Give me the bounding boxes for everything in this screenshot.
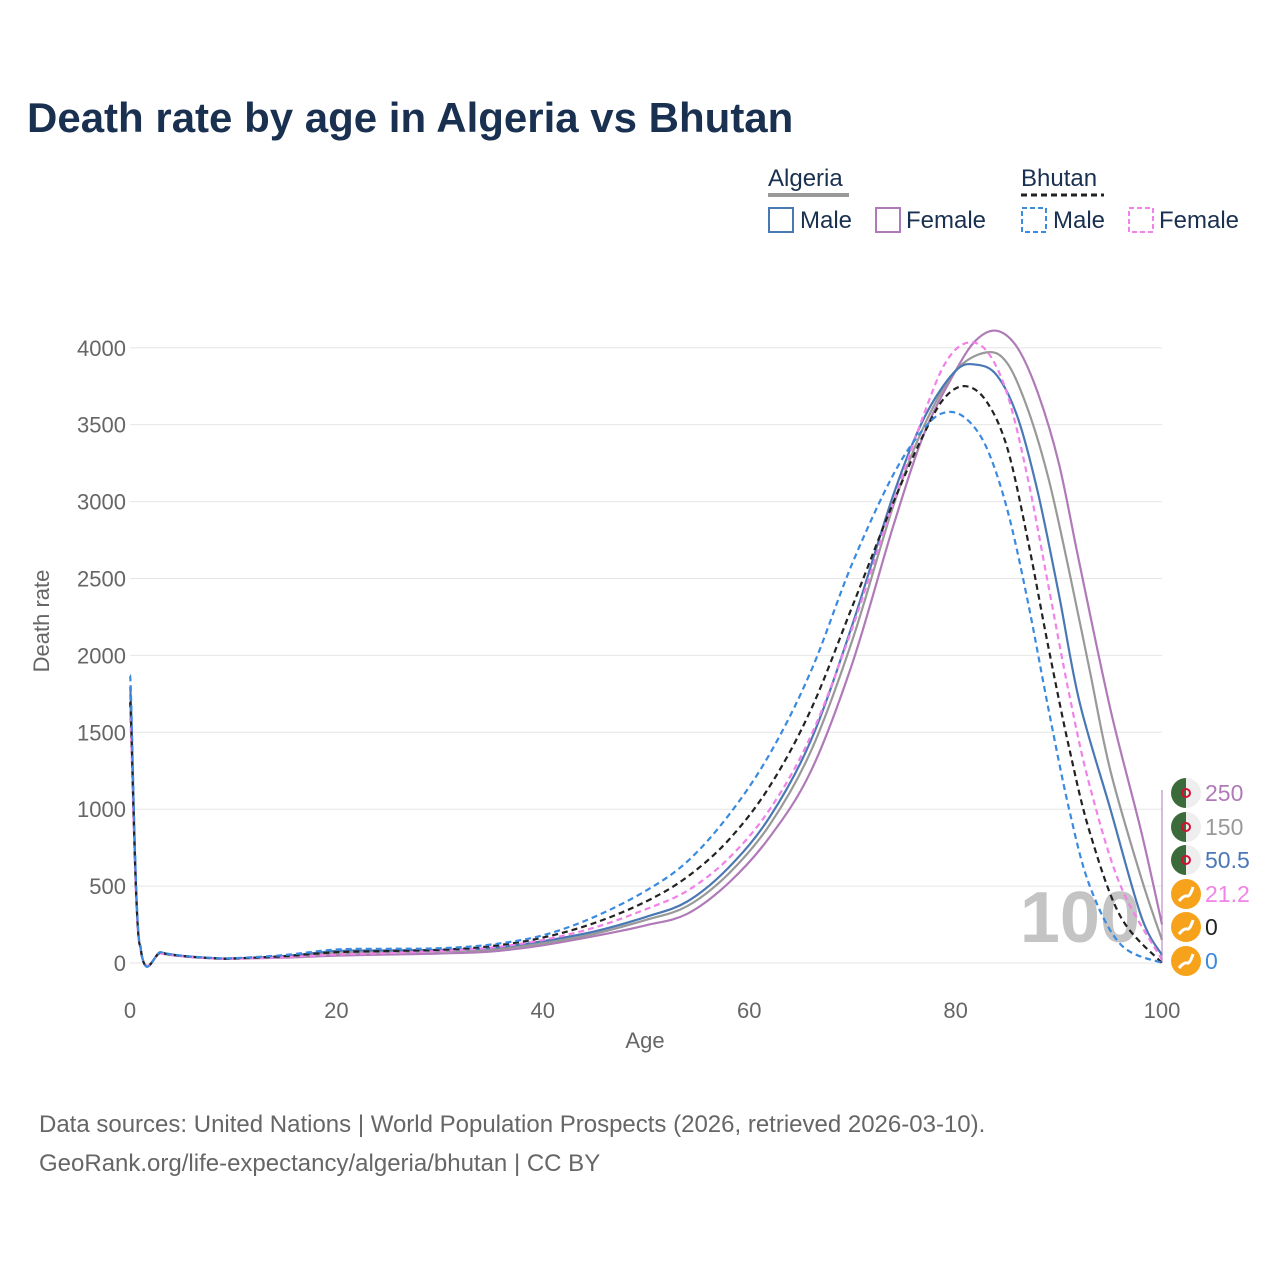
y-tick-label: 2500 [77,566,126,591]
end-label-bhutan-total: 0 [1171,912,1218,942]
algeria-flag-white [1186,812,1201,842]
y-tick-label: 1000 [77,797,126,822]
series-lines [128,329,1164,968]
x-axis-ticks: 0 20 40 60 80 100 [124,998,1180,1023]
series-line-algeria-total[interactable] [128,351,1164,968]
y-tick-label: 0 [114,951,126,976]
legend-group-title-algeria: Algeria [768,165,843,192]
legend-item-algeria-male[interactable]: Male [768,207,852,234]
algeria-flag-crescent [1181,788,1191,798]
x-tick-label: 100 [1144,998,1181,1023]
legend-swatch-bhutan-female [1128,207,1154,233]
legend-label-algeria-male: Male [800,207,852,234]
series-line-algeria-female[interactable] [128,329,1164,968]
y-axis-ticks: 0 500 1000 1500 2000 2500 3000 3500 4000 [77,336,126,976]
x-tick-label: 80 [943,998,967,1023]
y-tick-label: 500 [89,874,126,899]
series-line-algeria-male[interactable] [128,362,1163,968]
bhutan-flag-circle [1171,912,1201,942]
legend-item-bhutan-male[interactable]: Male [1021,207,1105,234]
end-value-bhutan-female: 21.2 [1205,881,1250,907]
algeria-flag-white [1186,778,1201,808]
legend: Algeria Male Female Bhutan Male Female [768,165,1239,234]
end-labels: 250 150 50.5 21.2 0 0 [1171,778,1250,976]
legend-group-algeria[interactable]: Algeria [768,165,849,197]
legend-label-algeria-female: Female [906,207,986,234]
bhutan-flag-dragon [1177,919,1195,935]
legend-swatch-bhutan-male [1021,207,1047,233]
end-label-algeria-female: 250 [1171,778,1243,808]
algeria-flag-green [1171,812,1186,842]
footer-sources: Data sources: United Nations | World Pop… [39,1111,985,1138]
end-value-algeria-male: 50.5 [1205,847,1250,873]
end-value-bhutan-male: 0 [1205,948,1218,974]
series-line-bhutan-male[interactable] [128,410,1163,968]
legend-item-bhutan-female[interactable]: Female [1128,207,1239,234]
algeria-flag-white [1186,845,1201,875]
legend-label-bhutan-female: Female [1159,207,1239,234]
bhutan-flag-dragon [1177,953,1195,969]
x-tick-label: 60 [737,998,761,1023]
bhutan-flag-circle [1171,946,1201,976]
legend-swatch-algeria-female [875,207,901,233]
y-tick-label: 3500 [77,413,126,438]
end-value-bhutan-total: 0 [1205,914,1218,940]
legend-group-title-bhutan: Bhutan [1021,165,1097,192]
x-tick-label: 20 [324,998,348,1023]
algeria-flag-green [1171,845,1186,875]
x-axis-label: Age [625,1028,664,1053]
footer-link[interactable]: GeoRank.org/life-expectancy/algeria/bhut… [39,1150,600,1177]
bhutan-flag-circle [1171,879,1201,909]
end-value-algeria-female: 250 [1205,780,1243,806]
series-line-bhutan-female[interactable] [128,341,1163,967]
series-line-bhutan-total[interactable] [128,385,1163,968]
end-label-bhutan-male: 0 [1171,946,1218,976]
y-tick-label: 4000 [77,336,126,361]
bhutan-flag-dragon [1177,886,1195,902]
y-axis-label: Death rate [29,570,54,673]
gridlines [130,347,1162,964]
y-tick-label: 2000 [77,643,126,668]
legend-group-bhutan[interactable]: Bhutan [1021,165,1104,197]
y-tick-label: 3000 [77,490,126,515]
end-label-algeria-total: 150 [1171,812,1243,842]
end-value-algeria-total: 150 [1205,814,1243,840]
algeria-flag-crescent [1181,855,1191,865]
legend-swatch-algeria-male [768,207,794,233]
x-tick-label: 40 [531,998,555,1023]
chart-title: Death rate by age in Algeria vs Bhutan [27,94,793,141]
end-label-algeria-male: 50.5 [1171,845,1250,875]
end-label-bhutan-female: 21.2 [1171,879,1250,909]
algeria-flag-crescent [1181,822,1191,832]
y-tick-label: 1500 [77,720,126,745]
algeria-flag-green [1171,778,1186,808]
legend-label-bhutan-male: Male [1053,207,1105,234]
legend-item-algeria-female[interactable]: Female [875,207,986,234]
x-tick-label: 0 [124,998,136,1023]
